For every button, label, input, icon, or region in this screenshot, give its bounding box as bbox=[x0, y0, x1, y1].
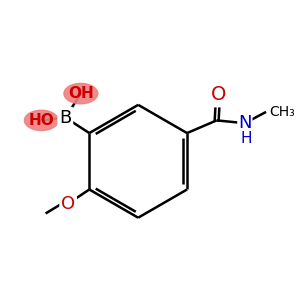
Text: CH₃: CH₃ bbox=[269, 105, 295, 119]
Text: H: H bbox=[241, 131, 252, 146]
Text: O: O bbox=[210, 85, 226, 104]
Text: B: B bbox=[59, 109, 71, 127]
Ellipse shape bbox=[24, 110, 58, 130]
Text: OH: OH bbox=[68, 86, 94, 101]
Text: HO: HO bbox=[28, 113, 54, 128]
Text: O: O bbox=[61, 195, 75, 213]
Ellipse shape bbox=[64, 83, 98, 104]
Text: N: N bbox=[238, 114, 252, 132]
